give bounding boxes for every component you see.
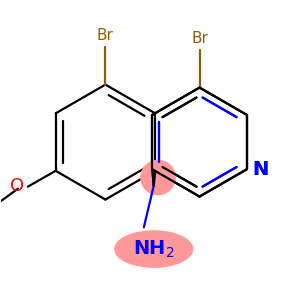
Text: O: O bbox=[10, 177, 24, 195]
Text: Br: Br bbox=[97, 28, 114, 43]
Text: Br: Br bbox=[191, 31, 208, 46]
Circle shape bbox=[140, 160, 176, 195]
Text: NH$_2$: NH$_2$ bbox=[133, 238, 175, 260]
Text: N: N bbox=[253, 160, 269, 179]
Ellipse shape bbox=[114, 230, 194, 268]
Text: N: N bbox=[253, 160, 269, 179]
